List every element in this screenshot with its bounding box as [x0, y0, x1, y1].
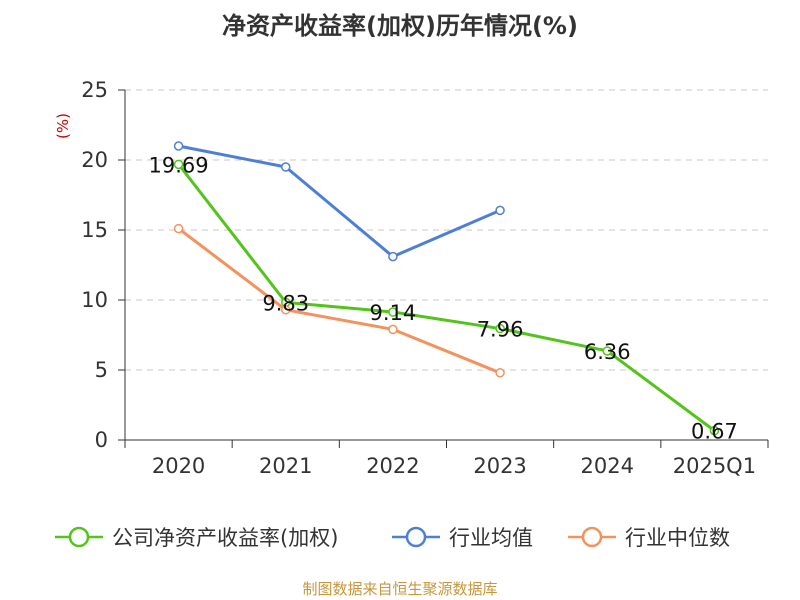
grid-lines	[125, 89, 768, 371]
series-0-point	[173, 159, 184, 170]
series-1-point	[173, 141, 184, 151]
y-tick-label: 0	[95, 428, 108, 452]
series-1-point	[495, 205, 505, 216]
series-0-point	[602, 346, 612, 356]
data-label: 9.83	[262, 291, 309, 315]
series-1-point	[281, 162, 291, 172]
series-2-point	[281, 305, 291, 315]
axes	[118, 89, 769, 448]
x-tick-label: 2021	[259, 454, 312, 478]
series-2-point	[388, 324, 398, 335]
series-1-point	[388, 251, 398, 262]
series-0-point	[709, 425, 720, 436]
legend-label: 行业中位数	[625, 526, 730, 550]
legend-marker-2	[581, 526, 603, 548]
series-0-point	[495, 323, 505, 334]
legend-label: 行业均值	[449, 526, 533, 550]
tick-labels: 0 5 10 15 20 25 2020 2021 2022 2023 2024 2025Q1	[81, 78, 756, 478]
y-tick-label: 5	[95, 358, 108, 382]
series-0-point	[388, 307, 398, 317]
x-tick-label: 2023	[473, 454, 526, 478]
y-tick-label: 15	[81, 218, 108, 242]
legend-marker-1	[405, 526, 427, 548]
y-tick-label: 25	[81, 78, 108, 102]
series-2-point	[495, 368, 505, 378]
source-note: 制图数据来自恒生聚源数据库	[302, 580, 497, 598]
legend-marker-0	[68, 526, 90, 548]
chart-title: 净资产收益率(加权)历年情况(%)	[222, 12, 578, 40]
data-labels: 19.69 9.83 9.14 7.96 6.36 0.67	[149, 153, 738, 443]
series-line-0	[177, 163, 716, 432]
x-tick-label: 2022	[366, 454, 419, 478]
x-tick-label: 2025Q1	[673, 454, 756, 478]
x-tick-label: 2024	[581, 454, 634, 478]
x-tick-label: 2020	[152, 454, 205, 478]
series-line-1	[178, 144, 501, 259]
y-tick-label: 20	[81, 148, 108, 172]
series-2-point	[173, 223, 184, 234]
data-label: 6.36	[584, 340, 631, 364]
legend: 公司净资产收益率(加权) 行业均值 行业中位数	[55, 526, 730, 550]
data-label: 7.96	[477, 318, 524, 342]
data-label: 19.69	[149, 153, 209, 177]
data-label: 0.67	[691, 420, 738, 444]
series-line-2	[177, 227, 501, 375]
y-tick-label: 10	[81, 288, 108, 312]
y-axis-unit-label: (%)	[54, 113, 72, 139]
data-label: 9.14	[370, 301, 417, 325]
legend-label: 公司净资产收益率(加权)	[112, 526, 338, 550]
series-lines	[173, 141, 720, 436]
